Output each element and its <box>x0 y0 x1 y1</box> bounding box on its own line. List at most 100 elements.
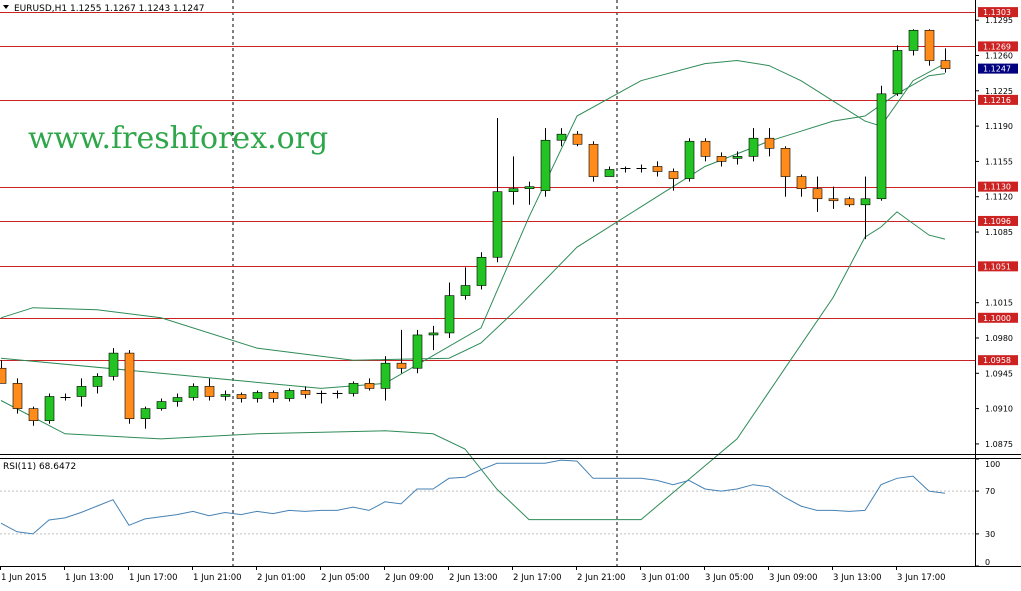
candle <box>764 128 775 157</box>
price-level-label: 1.1130 <box>983 183 1011 192</box>
rsi-tick-label: 100 <box>985 460 1000 469</box>
candle <box>300 386 311 399</box>
candle <box>684 138 695 182</box>
time-axis: 1 Jun 2015 1 Jun 13:00 1 Jun 17:00 1 Jun 21… <box>0 566 946 583</box>
candle-body-bull <box>540 139 551 191</box>
price-level-label-box <box>978 312 1018 323</box>
candle <box>124 350 135 424</box>
candle-body-bull <box>732 156 743 159</box>
rsi-line <box>0 459 946 535</box>
candle <box>748 128 759 162</box>
price-level-label: 1.1051 <box>983 262 1011 271</box>
candle <box>620 166 631 173</box>
candle-body-bear <box>204 386 215 397</box>
price-level-label: 1.0958 <box>983 356 1011 365</box>
candle <box>444 282 455 338</box>
candle-body-bull <box>684 140 695 179</box>
candle-body-bull <box>140 408 151 419</box>
candle-body-bull <box>188 386 199 398</box>
candle-body-bear <box>828 198 839 202</box>
candle-body-bear <box>700 140 711 157</box>
candle-body-bear <box>364 383 375 389</box>
x-tick-label: 3 Jun 17:00 <box>897 573 946 583</box>
candle-body-bear <box>396 362 407 369</box>
candle <box>588 141 599 182</box>
y-tick-label: 1.1190 <box>985 122 1013 131</box>
candle-body-bear <box>796 176 807 189</box>
candle-body-bull <box>428 332 439 336</box>
candle-body-bull <box>524 186 535 189</box>
candle-body-bull <box>892 50 903 95</box>
candle-body-bear <box>940 60 951 69</box>
candle <box>652 161 663 177</box>
y-tick-label: 1.0875 <box>985 440 1013 449</box>
rsi-tick-label: 70 <box>985 487 995 496</box>
dropdown-triangle-icon[interactable] <box>3 5 9 9</box>
candle <box>188 383 199 401</box>
chart-frame <box>0 0 1021 567</box>
x-tick-label: 2 Jun 09:00 <box>385 573 434 583</box>
candle-body-bear <box>572 133 583 145</box>
candle-body-bull <box>92 376 103 387</box>
x-tick-label: 1 Jun 17:00 <box>129 573 178 583</box>
bollinger-lower-line <box>0 211 946 521</box>
candle <box>108 348 119 381</box>
candle-body-bear <box>28 408 39 422</box>
y-tick-label: 1.0910 <box>985 405 1013 414</box>
candle <box>572 131 583 147</box>
candle <box>268 390 279 403</box>
candle-body-bull <box>556 133 567 141</box>
candle <box>508 156 519 205</box>
candle <box>636 164 647 173</box>
candle-body-bull <box>108 352 119 377</box>
candle-body-bull <box>412 334 423 369</box>
candle <box>716 152 727 167</box>
y-tick-label: 1.1015 <box>985 299 1013 308</box>
candle <box>0 360 7 384</box>
y-tick-label: 1.1155 <box>985 157 1013 166</box>
x-tick-label: 1 Jun 21:00 <box>193 573 242 583</box>
candle <box>732 151 743 165</box>
candle <box>796 174 807 197</box>
y-tick-label: 1.1120 <box>985 193 1013 202</box>
candle-body-bull <box>380 362 391 389</box>
candle <box>220 390 231 401</box>
x-tick-label: 3 Jun 01:00 <box>641 573 690 583</box>
candle <box>876 85 887 201</box>
price-level-label-box <box>978 355 1018 366</box>
candle <box>348 381 359 397</box>
y-tick-label: 1.1295 <box>985 16 1013 25</box>
candle-body-bear <box>236 394 247 399</box>
candle <box>860 176 871 240</box>
candle <box>828 186 839 209</box>
candle-body-bull <box>748 137 759 157</box>
y-tick-label: 1.1260 <box>985 51 1013 60</box>
x-tick-label: 3 Jun 05:00 <box>705 573 754 583</box>
candle-body-bear <box>780 148 791 177</box>
candle <box>92 373 103 394</box>
x-tick-label: 2 Jun 05:00 <box>321 573 370 583</box>
candle <box>476 252 487 290</box>
x-tick-label: 2 Jun 17:00 <box>513 573 562 583</box>
candle <box>524 181 535 205</box>
candle-body-bull <box>908 29 919 51</box>
candle-body-bear <box>300 390 311 395</box>
candle <box>236 392 247 403</box>
candle <box>12 378 23 414</box>
candle-body-bull <box>172 397 183 402</box>
price-level-label: 1.1269 <box>983 42 1011 51</box>
candle-body-bear <box>588 143 599 177</box>
price-level-label-box <box>978 261 1018 272</box>
candle <box>844 196 855 207</box>
current-price-label: 1.1247 <box>983 65 1011 74</box>
candle <box>156 398 167 411</box>
candle-body-bull <box>460 285 471 296</box>
candle <box>460 267 471 300</box>
candle-body-bull <box>220 394 231 397</box>
y-tick-label: 1.0980 <box>985 334 1013 343</box>
day-separators <box>232 0 618 566</box>
candle-body-bull <box>604 169 615 177</box>
candle-body-bear <box>716 156 727 162</box>
candle-body-bear <box>0 367 7 384</box>
